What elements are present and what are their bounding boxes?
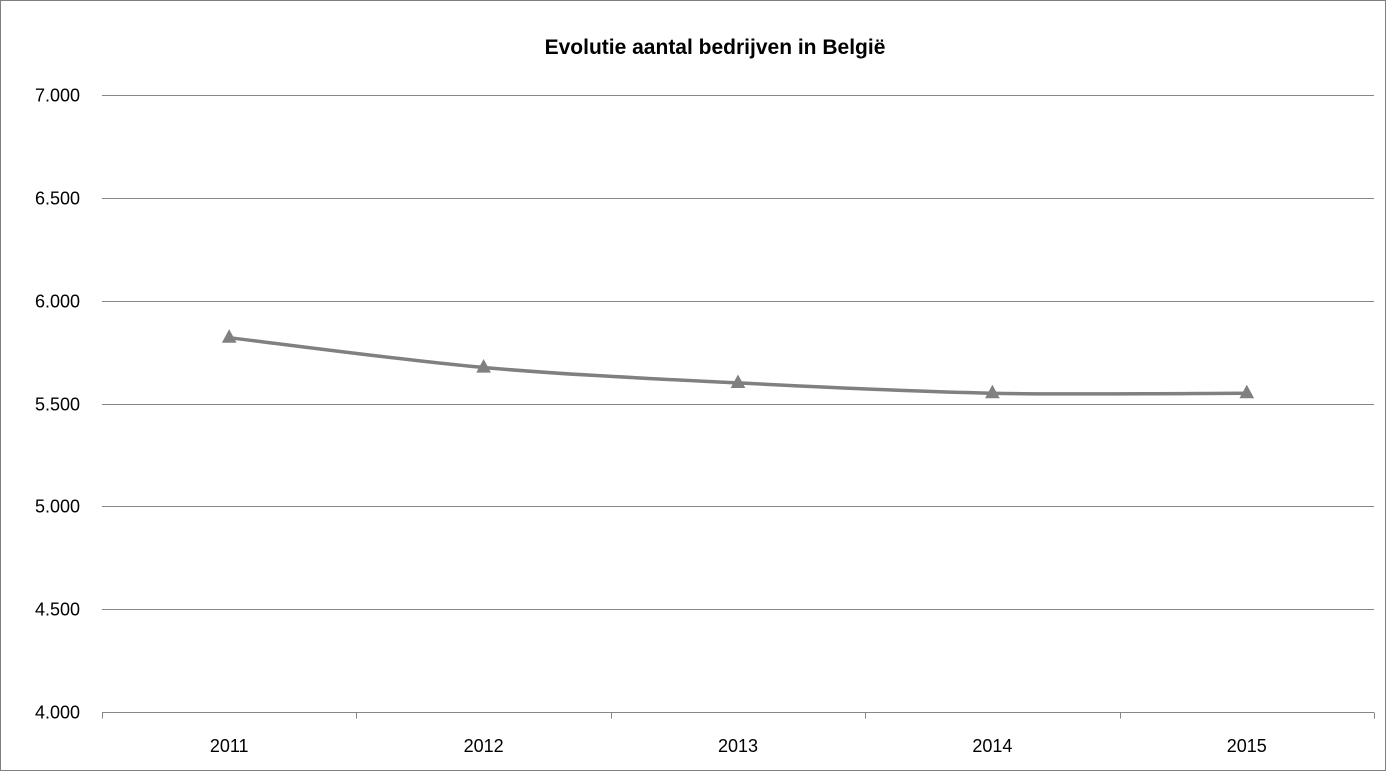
x-tick-label: 2013: [718, 736, 758, 756]
x-tick-label: 2011: [210, 736, 249, 756]
y-tick-label: 6.500: [35, 189, 80, 209]
data-point-marker: [221, 329, 237, 343]
y-tick-label: 4.500: [35, 600, 80, 620]
y-tick-label: 5.500: [35, 395, 80, 415]
y-tick-label: 6.000: [35, 292, 80, 312]
y-tick-label: 7.000: [35, 86, 80, 106]
chart-title: Evolutie aantal bedrijven in België: [545, 36, 886, 59]
data-point-marker: [1239, 384, 1255, 399]
gridlines: [102, 95, 1374, 610]
data-point-marker: [985, 384, 1000, 399]
x-axis: [102, 712, 1375, 719]
y-axis-tick-labels: 4.000 4.500 5.000 5.500 6.000 6.500 7.000: [35, 86, 80, 723]
y-tick-label: 5.000: [35, 497, 80, 517]
y-tick-label: 4.000: [35, 703, 80, 723]
x-axis-tick-labels: 2011 2012 2013 2014 2015: [210, 736, 1267, 756]
data-point-marker: [476, 359, 491, 373]
x-tick-label: 2015: [1227, 736, 1267, 756]
series: [221, 329, 1255, 399]
x-tick-label: 2014: [972, 736, 1012, 756]
data-point-marker: [730, 374, 746, 388]
x-tick-label: 2012: [464, 736, 504, 756]
